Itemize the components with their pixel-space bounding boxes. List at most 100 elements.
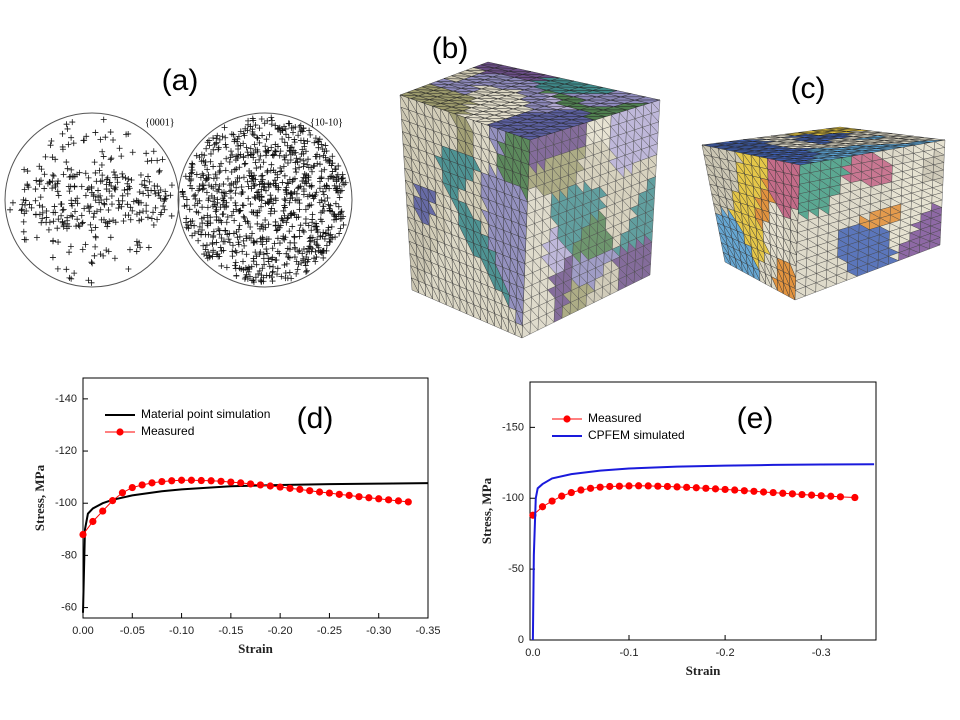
data-point [663, 482, 672, 491]
y-axis-title: Stress, MPa [479, 477, 494, 544]
x-tick-label: -0.1 [620, 647, 639, 659]
legend-label: Measured [588, 411, 641, 425]
data-point [286, 484, 294, 492]
mesh-element [585, 294, 595, 307]
data-point [148, 479, 156, 487]
legend-marker [116, 428, 124, 436]
legend-label: Measured [141, 424, 194, 438]
mesh-element [514, 322, 523, 339]
mesh-element [771, 276, 778, 291]
mesh-element [459, 298, 468, 315]
mesh-element [452, 295, 461, 312]
data-point [394, 497, 403, 505]
mesh-element [908, 248, 920, 258]
mesh-element [545, 313, 555, 327]
data-point [306, 487, 314, 495]
data-point [625, 482, 633, 490]
y-tick-label: -80 [61, 549, 77, 561]
pole-figure-label: {10-10} [310, 117, 343, 128]
mesh-element [501, 316, 509, 333]
mesh-element [529, 321, 539, 335]
mesh-element [740, 261, 749, 276]
data-point [673, 483, 681, 491]
mesh-element [746, 264, 755, 279]
data-point [836, 493, 845, 501]
x-tick-label: 0.00 [72, 625, 93, 637]
data-point [99, 507, 107, 515]
mesh-element [888, 256, 900, 265]
mesh-element [609, 282, 619, 296]
y-tick-label: -60 [61, 601, 77, 613]
mesh-element [494, 313, 502, 330]
data-point [296, 485, 304, 493]
data-point [731, 486, 739, 494]
panel-label: (d) [297, 402, 334, 435]
data-point [404, 498, 412, 506]
mesh-element [788, 285, 796, 301]
plot-frame [529, 381, 877, 641]
data-point [827, 492, 835, 500]
data-point [355, 493, 363, 501]
legend-label: CPFEM simulated [588, 428, 685, 442]
data-point [692, 484, 700, 492]
mesh-element [815, 282, 827, 293]
data-point [197, 476, 205, 485]
data-point [548, 497, 556, 505]
data-point [779, 489, 787, 497]
y-tick-label: -100 [502, 492, 524, 504]
y-tick-label: -120 [55, 445, 77, 457]
data-point [384, 496, 393, 504]
mesh-element [728, 255, 738, 269]
data-point [577, 486, 585, 494]
mesh-element [521, 325, 531, 339]
illustrations [4, 61, 946, 339]
data-point [256, 481, 265, 489]
data-point [227, 478, 235, 486]
mesh-element [553, 309, 563, 323]
y-tick-label: -150 [502, 421, 524, 433]
data-point [635, 482, 643, 490]
plot-frame [82, 377, 429, 619]
mesh-element [561, 305, 571, 319]
y-tick-label: -50 [508, 563, 524, 575]
mesh-element [794, 290, 806, 301]
mesh-element [480, 307, 489, 324]
mesh-element [783, 282, 790, 298]
data-point [654, 482, 662, 490]
mesh-element [508, 319, 516, 336]
data-point [851, 493, 859, 502]
data-point [138, 481, 146, 489]
data-point [365, 494, 373, 502]
data-point [375, 495, 383, 503]
mesh-element [867, 263, 879, 273]
mesh-face [399, 61, 661, 141]
mesh-element [929, 240, 941, 250]
data-point [558, 492, 566, 500]
data-point [266, 482, 274, 490]
data-point [237, 479, 245, 487]
mesh-element [601, 286, 611, 299]
data-point [315, 488, 324, 496]
x-tick-label: -0.10 [169, 625, 194, 637]
x-tick-label: -0.2 [716, 647, 735, 659]
mesh-element [569, 302, 579, 315]
legend-marker [563, 415, 571, 423]
x-tick-label: 0.0 [525, 647, 540, 659]
panel-label: (b) [432, 32, 469, 65]
mesh-face [399, 94, 531, 339]
mesh-element [825, 278, 837, 289]
data-point [276, 483, 284, 491]
pole-figure-circle [4, 112, 180, 288]
data-point [567, 488, 575, 497]
mesh-element [805, 286, 817, 297]
mesh-element [846, 271, 858, 281]
x-tick-label: -0.25 [317, 625, 342, 637]
mesh-element [722, 252, 732, 266]
mesh-face [701, 126, 946, 166]
mesh-element [431, 286, 440, 303]
y-axis-title: Stress, MPa [32, 464, 47, 531]
data-point [187, 476, 196, 484]
data-point [177, 476, 186, 484]
data-point [808, 491, 816, 499]
